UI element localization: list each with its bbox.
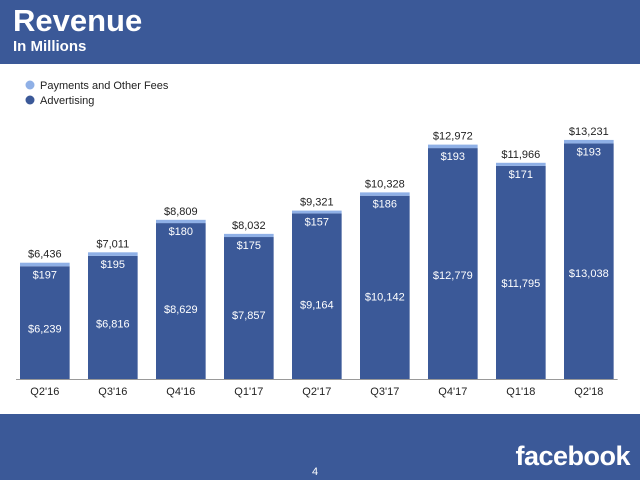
payments-label-7: $171 [509, 169, 533, 181]
total-label-4: $9,321 [300, 197, 334, 209]
advertising-label-6: $12,779 [433, 270, 473, 282]
bar-advertising-0 [20, 266, 70, 379]
payments-label-4: $157 [305, 216, 329, 228]
bar-payments-6 [428, 144, 478, 149]
bar-payments-1 [88, 252, 138, 256]
total-label-7: $11,966 [501, 149, 540, 161]
x-tick-label-8: Q2'18 [574, 386, 603, 398]
x-tick-label-4: Q2'17 [302, 386, 331, 398]
legend-swatch-1 [25, 95, 35, 105]
facebook-logo: facebook [515, 441, 630, 471]
legend-label-0: Payments and Other Fees [40, 80, 169, 92]
advertising-label-5: $10,142 [365, 292, 405, 304]
x-tick-label-2: Q4'16 [166, 386, 195, 398]
bar-payments-8 [564, 139, 614, 144]
bar-payments-4 [292, 210, 342, 214]
payments-label-0: $197 [33, 269, 57, 281]
total-label-5: $10,328 [365, 178, 405, 190]
payments-label-5: $186 [373, 199, 397, 211]
page-subtitle: In Millions [13, 38, 87, 55]
bar-advertising-2 [156, 223, 206, 379]
x-tick-label-7: Q1'18 [506, 386, 535, 398]
advertising-label-3: $7,857 [232, 310, 266, 322]
advertising-label-8: $13,038 [569, 268, 609, 280]
bar-payments-7 [496, 162, 546, 166]
x-tick-label-1: Q3'16 [98, 386, 127, 398]
total-label-3: $8,032 [232, 220, 266, 232]
total-label-8: $13,231 [569, 126, 609, 138]
total-label-6: $12,972 [433, 131, 473, 143]
x-tick-label-0: Q2'16 [30, 386, 59, 398]
bar-payments-2 [156, 219, 206, 224]
bar-advertising-5 [360, 195, 410, 379]
payments-label-3: $175 [237, 240, 261, 252]
bar-advertising-7 [496, 165, 546, 379]
legend-swatch-0 [25, 80, 35, 90]
bar-advertising-8 [564, 143, 614, 379]
bar-payments-3 [224, 233, 274, 238]
bar-advertising-1 [88, 255, 138, 379]
bar-advertising-4 [292, 213, 342, 379]
footer-bar [0, 414, 640, 480]
x-tick-label-3: Q1'17 [234, 386, 263, 398]
x-tick-label-6: Q4'17 [438, 386, 467, 398]
total-label-2: $8,809 [164, 206, 198, 218]
page-title: Revenue [13, 3, 143, 38]
bar-advertising-6 [428, 148, 478, 379]
x-axis-ticks: Q2'16 Q3'16 Q4'16 Q1'17 Q2'17 Q3'17 Q4'17 Q1'18… [30, 386, 603, 398]
total-label-0: $6,436 [28, 249, 62, 261]
payments-label-1: $195 [101, 259, 125, 271]
chart-bars: $6,436 $197 $6,239 $7,011 $195 $6,816 $8,809 $1… [20, 126, 614, 379]
advertising-label-1: $6,816 [96, 319, 130, 331]
advertising-label-4: $9,164 [300, 299, 334, 311]
advertising-label-0: $6,239 [28, 323, 62, 335]
legend-label-1: Advertising [40, 95, 94, 107]
payments-label-2: $180 [169, 226, 193, 238]
advertising-label-7: $11,795 [501, 278, 540, 290]
payments-label-8: $193 [577, 146, 601, 158]
header-bar [0, 0, 640, 64]
page-number: 4 [312, 466, 319, 478]
chart-legend: Payments and Other Fees Advertising [25, 80, 169, 107]
bar-advertising-3 [224, 237, 274, 379]
x-tick-label-5: Q3'17 [370, 386, 399, 398]
total-label-1: $7,011 [96, 238, 129, 250]
advertising-label-2: $8,629 [164, 304, 198, 316]
payments-label-6: $193 [441, 151, 465, 163]
bar-payments-5 [360, 192, 410, 196]
bar-payments-0 [20, 262, 70, 267]
revenue-chart: Payments and Other Fees Advertising $6,43… [16, 80, 618, 398]
